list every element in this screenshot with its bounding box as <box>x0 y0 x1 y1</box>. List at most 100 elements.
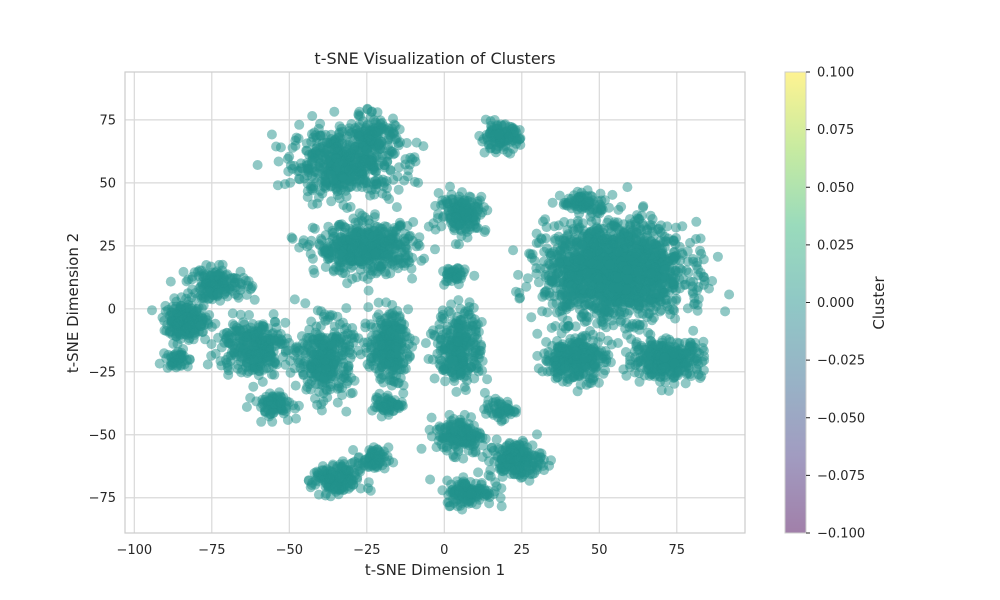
scatter-point <box>426 412 437 423</box>
scatter-point <box>353 345 364 356</box>
scatter-point <box>437 485 448 496</box>
scatter-point <box>318 396 329 407</box>
scatter-point <box>402 348 413 359</box>
scatter-point <box>302 178 313 189</box>
scatter-point <box>413 177 424 188</box>
scatter-points <box>147 103 735 515</box>
scatter-point <box>466 325 477 336</box>
scatter-point <box>178 266 189 277</box>
scatter-point <box>221 357 232 368</box>
scatter-point <box>459 409 470 420</box>
scatter-point <box>307 111 318 121</box>
scatter-point <box>359 155 370 166</box>
scatter-point <box>344 251 355 262</box>
scatter-point <box>394 162 404 173</box>
scatter-point <box>353 109 364 120</box>
scatter-point <box>372 107 383 118</box>
scatter-point <box>468 355 479 366</box>
scatter-point <box>418 141 429 152</box>
scatter-point <box>392 378 403 389</box>
scatter-point <box>340 268 351 279</box>
scatter-point <box>371 392 382 403</box>
scatter-point <box>622 182 633 193</box>
scatter-point <box>331 331 342 341</box>
scatter-point <box>327 227 338 238</box>
scatter-point <box>275 397 286 408</box>
scatter-point <box>289 294 300 305</box>
scatter-point <box>196 265 207 276</box>
scatter-point <box>529 468 540 479</box>
scatter-point <box>383 126 394 137</box>
scatter-point <box>326 196 337 207</box>
scatter-point <box>480 225 491 235</box>
scatter-point <box>471 212 482 222</box>
scatter-point <box>337 350 348 361</box>
scatter-point <box>331 153 342 164</box>
scatter-point <box>377 156 388 167</box>
scatter-point <box>263 395 274 406</box>
scatter-point <box>477 452 488 462</box>
scatter-point <box>302 333 313 343</box>
scatter-point <box>362 103 373 114</box>
scatter-point <box>535 452 546 463</box>
scatter-point <box>305 248 316 259</box>
scatter-point <box>384 145 395 156</box>
scatter-point <box>244 310 254 320</box>
scatter-point <box>348 445 359 455</box>
scatter-point <box>398 388 409 399</box>
scatter-point <box>306 362 316 373</box>
scatter-point <box>707 276 718 286</box>
scatter-point <box>370 127 381 138</box>
scatter-point <box>445 341 455 352</box>
scatter-point <box>519 447 530 457</box>
scatter-point <box>328 174 339 185</box>
scatter-point <box>212 270 223 281</box>
scatter-point <box>452 322 463 333</box>
scatter-point <box>343 182 354 193</box>
scatter-point <box>466 488 477 499</box>
scatter-point <box>455 500 466 511</box>
scatter-point <box>496 501 507 512</box>
scatter-point <box>469 373 480 384</box>
scatter-point <box>448 452 459 462</box>
scatter-point <box>280 347 291 358</box>
scatter-point <box>460 478 470 489</box>
scatter-point <box>300 298 311 309</box>
scatter-point <box>712 251 723 262</box>
scatter-point <box>285 367 296 378</box>
scatter-point <box>165 276 176 287</box>
scatter-point <box>332 397 343 408</box>
scatter-point <box>322 385 332 396</box>
scatter-point <box>304 239 315 250</box>
scatter-point <box>162 362 173 373</box>
scatter-point <box>357 244 368 255</box>
scatter-point <box>181 276 192 287</box>
scatter-point <box>477 365 488 376</box>
scatter-point <box>463 337 474 348</box>
scatter-point <box>522 273 533 284</box>
scatter-point <box>457 352 468 362</box>
scatter-point <box>363 285 374 296</box>
scatter-point <box>189 328 200 339</box>
scatter-point <box>377 117 387 128</box>
scatter-point <box>220 270 231 281</box>
scatter-point <box>515 133 526 144</box>
scatter-point <box>361 342 372 353</box>
scatter-point <box>210 348 221 359</box>
scatter-point <box>379 402 390 413</box>
scatter-point <box>470 343 481 354</box>
scatter-point <box>423 221 434 232</box>
scatter-point <box>458 453 469 464</box>
scatter-point <box>391 202 402 213</box>
scatter-point <box>210 318 221 329</box>
scatter-point <box>282 415 293 425</box>
scatter-point <box>310 475 321 486</box>
scatter-point <box>378 377 389 388</box>
scatter-point <box>544 460 555 471</box>
scatter-point <box>372 312 382 323</box>
scatter-point <box>332 461 343 472</box>
scatter-point <box>307 222 318 233</box>
scatter-point <box>328 246 339 257</box>
scatter-point <box>319 246 330 257</box>
scatter-point <box>420 338 431 349</box>
